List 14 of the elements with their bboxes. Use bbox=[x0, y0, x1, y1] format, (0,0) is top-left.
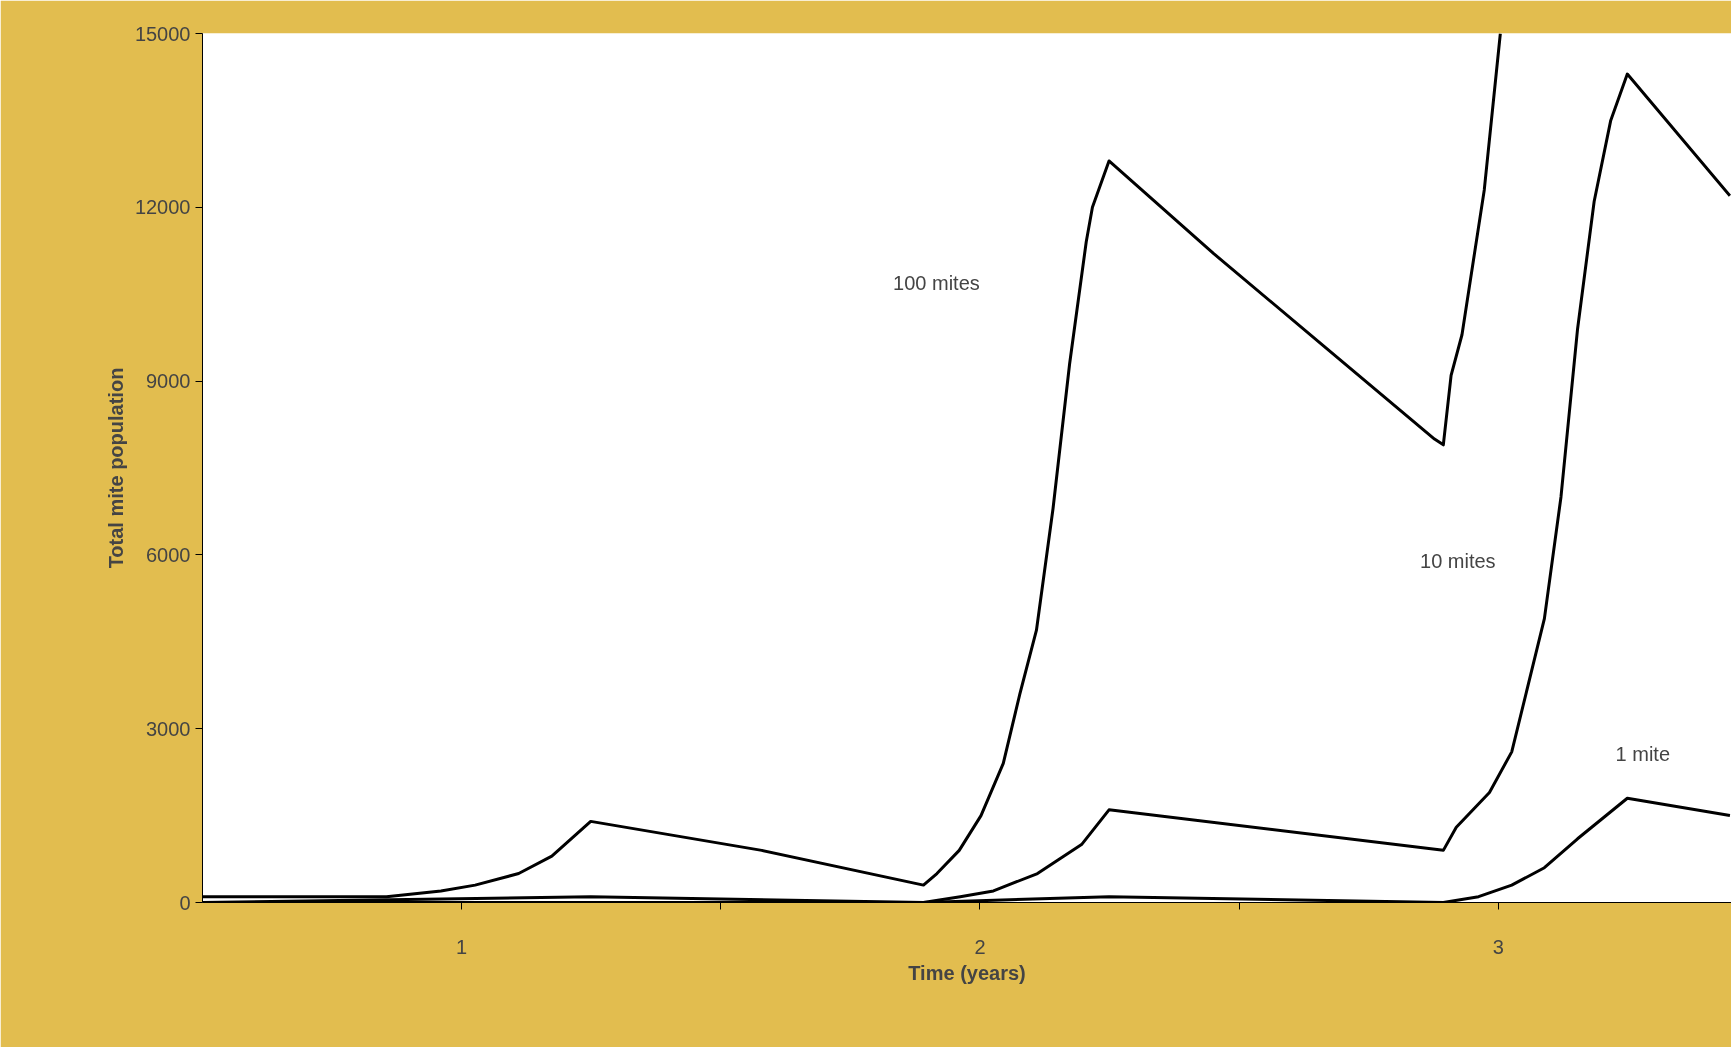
y-tick-label: 6000 bbox=[146, 543, 191, 566]
annotation: 100 mites bbox=[893, 271, 980, 294]
annotation: 1 mite bbox=[1615, 742, 1671, 765]
y-tick-label: 9000 bbox=[146, 370, 191, 393]
y-tick-label: 0 bbox=[179, 891, 191, 914]
y-axis-title: Total mite population bbox=[104, 367, 127, 569]
x-tick-label: 1 bbox=[456, 935, 468, 958]
y-tick-label: 12000 bbox=[134, 196, 191, 219]
x-tick-label: 2 bbox=[974, 935, 986, 958]
annotation: 10 mites bbox=[1420, 549, 1496, 572]
y-tick-label: 15000 bbox=[134, 22, 191, 45]
y-tick-label: 3000 bbox=[146, 717, 191, 740]
x-tick-label: 3 bbox=[1492, 935, 1504, 958]
x-axis-title: Time (years) bbox=[908, 961, 1026, 984]
